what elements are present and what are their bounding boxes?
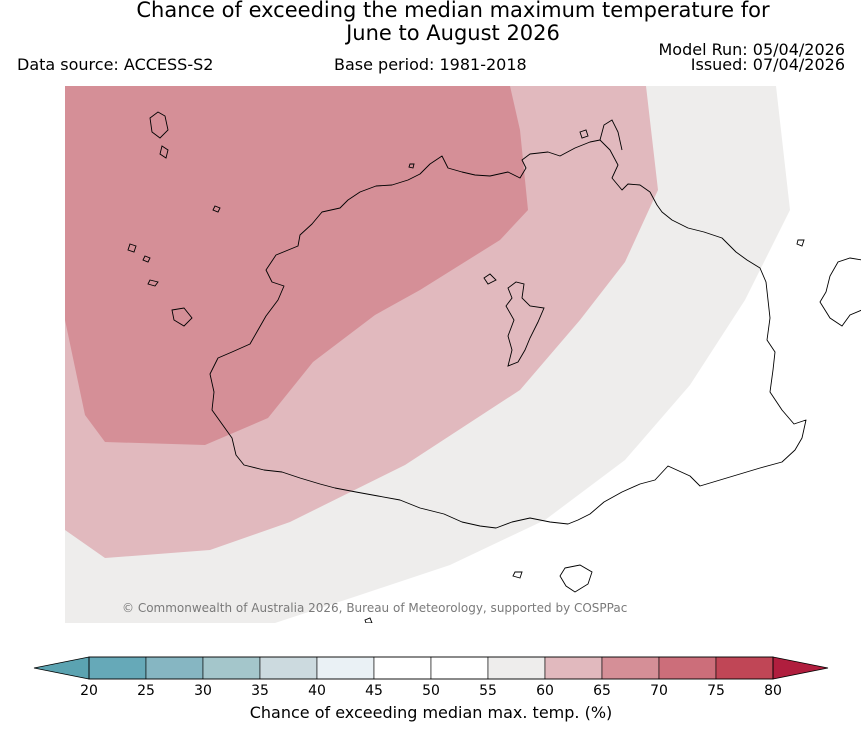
tasmania-coastline bbox=[559, 564, 593, 593]
colorbar-bin-60-65 bbox=[544, 656, 603, 680]
colorbar-bin-50-55 bbox=[430, 656, 489, 680]
issued-label: Issued: 07/04/2026 bbox=[690, 55, 845, 74]
colorbar-bin-30-35 bbox=[202, 656, 261, 680]
zone-65-70 bbox=[65, 86, 528, 445]
colorbar-bin-75-80 bbox=[715, 656, 774, 680]
colorbar-tick-80: 80 bbox=[764, 683, 782, 699]
model-run-label: Model Run: 05/04/2026 bbox=[658, 40, 846, 59]
copyright-notice: © Commonwealth of Australia 2026, Bureau… bbox=[122, 601, 628, 615]
colorbar-tick-45: 45 bbox=[365, 683, 383, 699]
colorbar-tick-70: 70 bbox=[650, 683, 668, 699]
colorbar-frame bbox=[88, 656, 774, 680]
colorbar-tick-40: 40 bbox=[308, 683, 326, 699]
australia-coastline bbox=[209, 139, 807, 529]
colorbar-bin-45-50 bbox=[373, 656, 432, 680]
colorbar-tick-50: 50 bbox=[422, 683, 440, 699]
colorbar-tick-20: 20 bbox=[80, 683, 98, 699]
colorbar-tick-75: 75 bbox=[707, 683, 725, 699]
map-title-line-2: June to August 2026 bbox=[346, 21, 560, 45]
colorbar-bin-65-70 bbox=[601, 656, 660, 680]
colorbar-bin-25-30 bbox=[145, 656, 204, 680]
colorbar-bin-20-25 bbox=[88, 656, 147, 680]
colorbar-over-arrow bbox=[772, 656, 829, 680]
data-source-label: Data source: ACCESS-S2 bbox=[17, 55, 214, 74]
forecast-map bbox=[65, 86, 861, 623]
colorbar-tick-25: 25 bbox=[137, 683, 155, 699]
cape-york-coastline bbox=[599, 119, 623, 151]
colorbar-tick-35: 35 bbox=[251, 683, 269, 699]
colorbar-tick-55: 55 bbox=[479, 683, 497, 699]
new-zealand-coastline bbox=[819, 257, 861, 327]
base-period-label: Base period: 1981-2018 bbox=[334, 55, 527, 74]
colorbar-tick-30: 30 bbox=[194, 683, 212, 699]
colorbar-tick-65: 65 bbox=[593, 683, 611, 699]
colorbar-bin-40-45 bbox=[316, 656, 375, 680]
colorbar-bin-70-75 bbox=[658, 656, 717, 680]
colorbar-label: Chance of exceeding median max. temp. (%… bbox=[249, 703, 613, 722]
colorbar-bin-35-40 bbox=[259, 656, 318, 680]
colorbar-bin-55-60 bbox=[487, 656, 546, 680]
map-title-line-1: Chance of exceeding the median maximum t… bbox=[136, 0, 770, 22]
colorbar bbox=[33, 656, 829, 680]
new-guinea-coastline bbox=[505, 281, 545, 367]
colorbar-under-arrow bbox=[33, 656, 90, 680]
colorbar-tick-60: 60 bbox=[536, 683, 554, 699]
pacific-islands bbox=[127, 111, 805, 623]
